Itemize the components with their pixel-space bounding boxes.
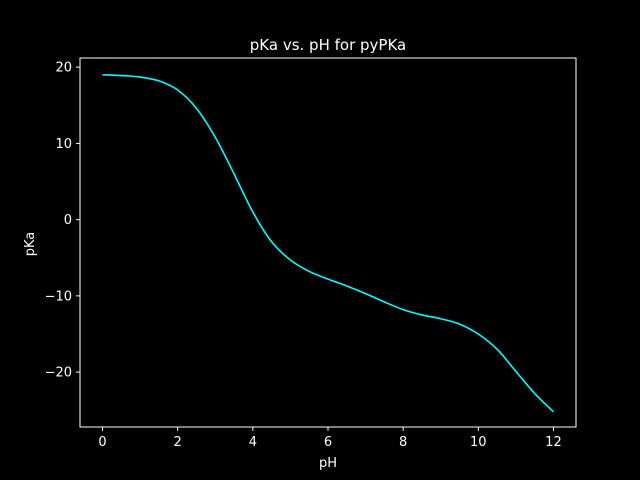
x-axis-ticks: 0 2 4 6 8 10 12 [98,427,562,450]
y-tick-label: 10 [55,137,72,152]
x-axis-label: pH [319,456,337,471]
x-tick-label: 4 [249,435,257,450]
y-tick-label: −20 [45,366,72,381]
x-tick-label: 0 [98,435,106,450]
y-axis-ticks: 20 10 0 −10 −20 [45,61,80,381]
x-tick-label: 10 [470,435,487,450]
x-tick-label: 8 [399,435,407,450]
y-tick-label: 0 [64,213,72,228]
chart-title: pKa vs. pH for pyPKa [250,36,406,54]
y-tick-label: 20 [55,61,72,76]
y-axis-label: pKa [23,232,38,257]
y-tick-label: −10 [45,289,72,304]
x-tick-label: 2 [174,435,182,450]
series-line-0 [102,73,555,413]
x-tick-label: 6 [324,435,332,450]
x-tick-label: 12 [545,435,562,450]
